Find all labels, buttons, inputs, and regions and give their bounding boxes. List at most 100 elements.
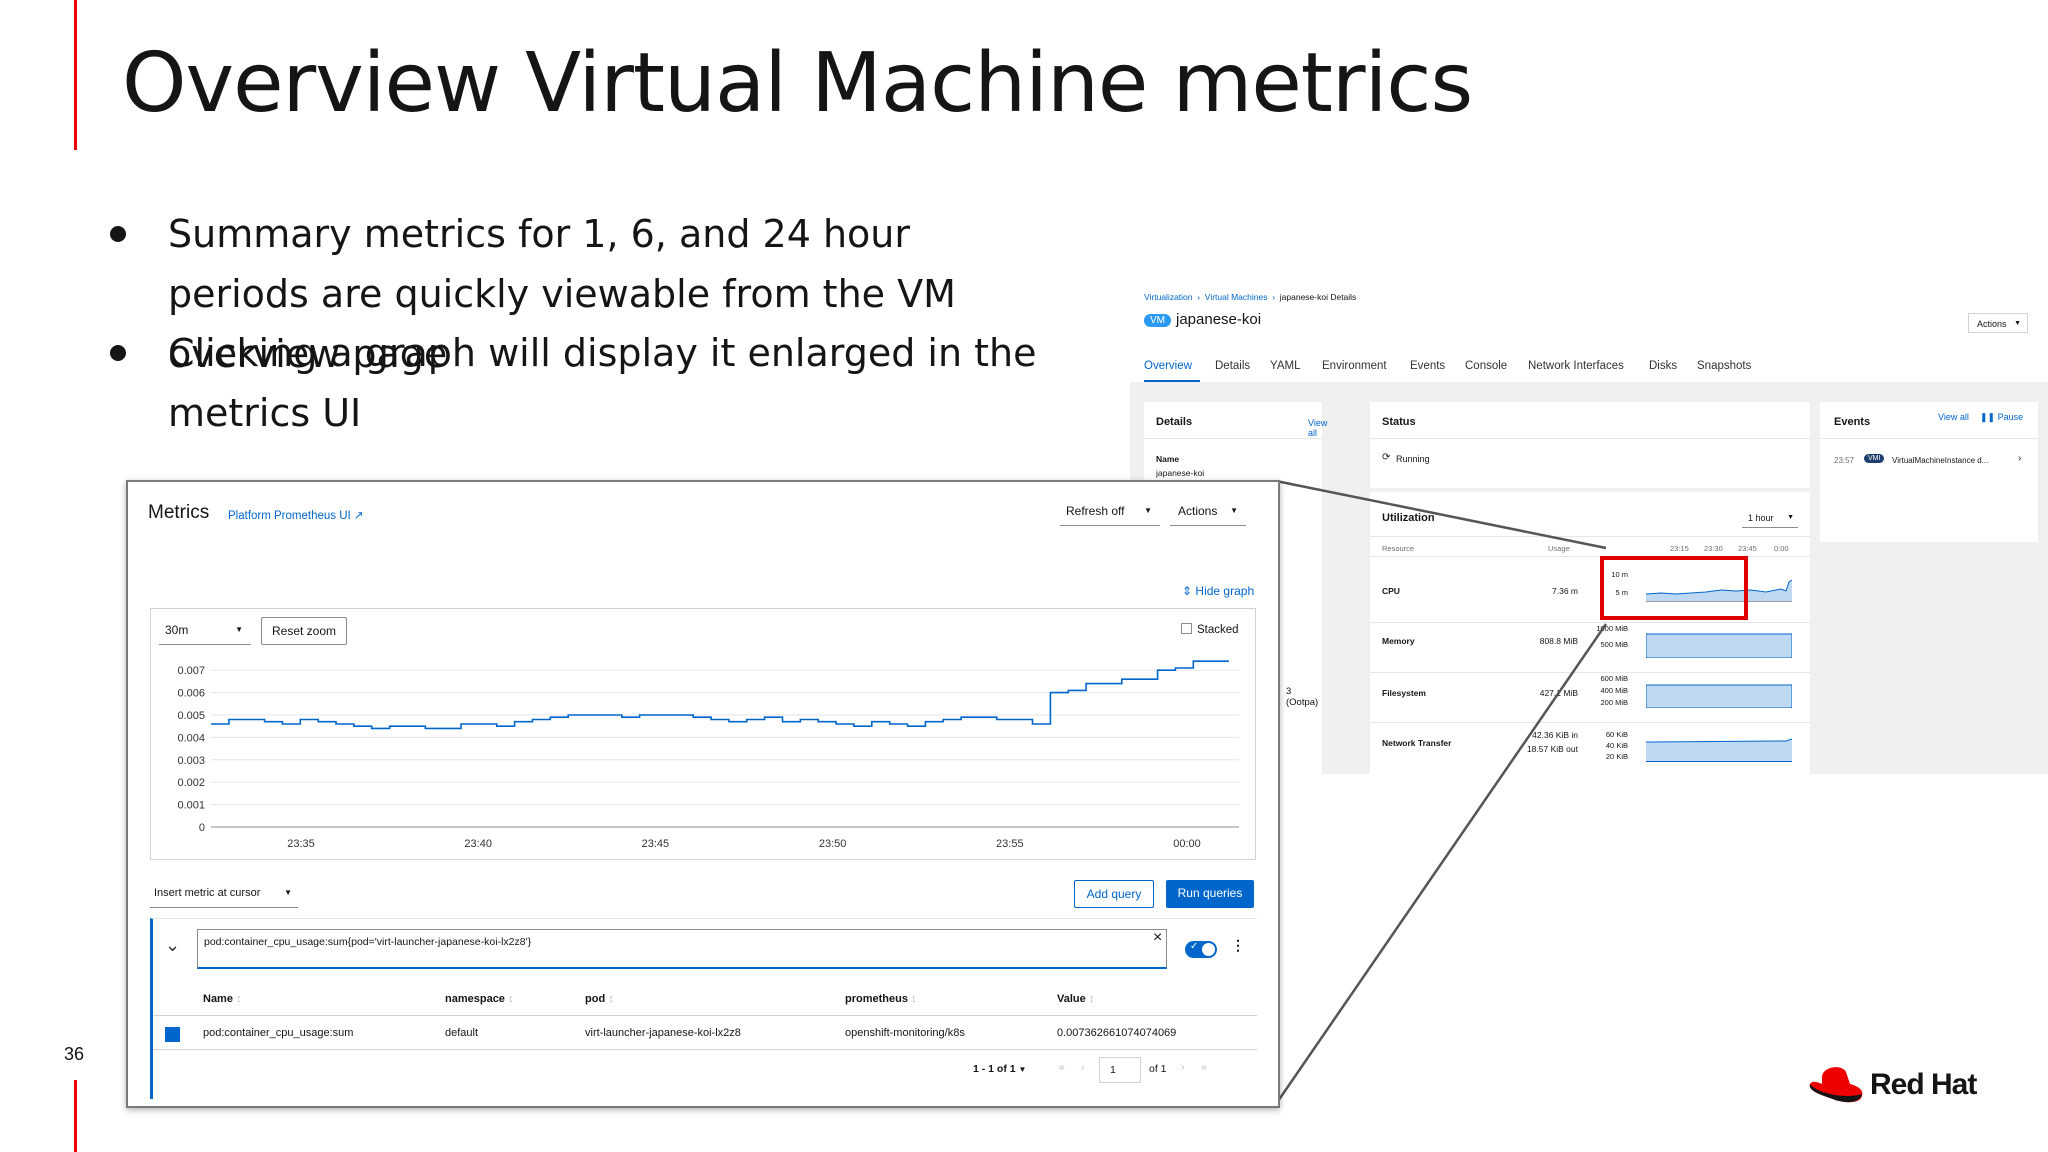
metrics-actions-label: Actions [1178, 504, 1218, 518]
network-mini-chart[interactable] [1646, 736, 1792, 762]
card-divider [1820, 438, 2038, 439]
x-tick-label: 23:55 [996, 838, 1024, 850]
insert-metric-dropdown[interactable]: Insert metric at cursor ▼ [150, 880, 298, 908]
chevron-right-icon[interactable]: › [2018, 453, 2022, 464]
bullet-2: Clicking a graph will display it enlarge… [168, 331, 1037, 435]
usage-network-in: 42.36 KiB in [1532, 730, 1578, 740]
events-pause-button[interactable]: ❚❚ Pause [1980, 412, 2023, 423]
col-value[interactable]: Value ↕ [1057, 993, 1094, 1005]
metrics-panel: Metrics Platform Prometheus UI ↗ Refresh… [126, 480, 1280, 1108]
usage-memory: 808.8 MiB [1539, 636, 1578, 646]
query-input[interactable]: pod:container_cpu_usage:sum{pod='virt-la… [197, 929, 1167, 969]
add-query-button[interactable]: Add query [1074, 880, 1154, 908]
metrics-actions-dropdown[interactable]: Actions ▼ [1170, 498, 1246, 526]
refresh-dropdown[interactable]: Refresh off ▼ [1060, 498, 1160, 526]
x-tick-label: 23:35 [287, 838, 315, 850]
col-pod-label: pod [585, 993, 606, 1005]
caret-down-icon: ▼ [1144, 506, 1152, 515]
name-label: Name [1156, 454, 1180, 464]
breadcrumb-current: japanese-koi Details [1279, 292, 1357, 302]
utilization-range-dropdown[interactable]: 1 hour ▼ [1742, 508, 1798, 528]
chevron-down-icon[interactable]: ⌄ [165, 935, 181, 955]
network-axis-label: 60 KiB [1605, 730, 1628, 739]
filesystem-axis-label: 600 MiB [1600, 674, 1628, 683]
time-range-dropdown[interactable]: 30m ▼ [159, 617, 251, 645]
console-actions-dropdown[interactable]: Actions ▼ [1968, 313, 2028, 333]
clear-icon[interactable]: × [1153, 929, 1163, 946]
prev-page-icon[interactable]: ‹ [1081, 1061, 1085, 1073]
event-text[interactable]: VirtualMachineInstance d... [1892, 456, 1989, 465]
series-color-swatch[interactable] [165, 1027, 180, 1042]
caret-down-icon: ▼ [1230, 506, 1238, 515]
caret-down-icon: ▼ [1787, 514, 1794, 521]
page-input[interactable]: 1 [1099, 1057, 1141, 1083]
console-actions-label: Actions [1977, 319, 2007, 329]
tab-environment[interactable]: Environment [1322, 360, 1387, 372]
card-divider [1370, 536, 1810, 537]
tab-disks[interactable]: Disks [1649, 360, 1678, 372]
y-tick-label: 0.001 [177, 800, 205, 812]
tab-events[interactable]: Events [1410, 360, 1446, 372]
breadcrumb-virtual-machines[interactable]: Virtual Machines [1204, 292, 1268, 302]
tab-console[interactable]: Console [1465, 360, 1508, 372]
col-pod[interactable]: pod ↕ [585, 993, 614, 1005]
hide-graph-label: Hide graph [1195, 584, 1255, 598]
pagination-range-dropdown[interactable]: 1 - 1 of 1 ▼ [973, 1063, 1026, 1075]
y-tick-label: 0 [199, 822, 205, 834]
memory-axis-label: 500 MiB [1600, 640, 1628, 649]
slide-number: 36 [64, 1044, 85, 1064]
tab-overview[interactable]: Overview [1144, 360, 1192, 372]
y-tick-label: 0.002 [177, 777, 205, 789]
logo-text: Red Hat [1870, 1068, 1977, 1101]
last-page-icon[interactable]: » [1201, 1061, 1207, 1073]
time-tick: 23:15 [1670, 544, 1689, 553]
cpu-usage-line-chart[interactable]: 0.007 0.006 0.005 0.004 0.003 0.002 0.001 0 23:3… [151, 609, 1255, 859]
first-page-icon[interactable]: « [1059, 1061, 1065, 1073]
series-line[interactable] [211, 660, 1229, 730]
query-text: pod:container_cpu_usage:sum{pod='virt-la… [204, 936, 532, 948]
tab-details[interactable]: Details [1215, 360, 1251, 372]
sort-icon: ↕ [608, 993, 614, 1005]
table-row: pod:container_cpu_usage:sum default virt… [153, 1015, 1257, 1050]
row-divider [1370, 672, 1810, 673]
breadcrumb-virtualization[interactable]: Virtualization [1144, 292, 1193, 302]
memory-mini-chart[interactable] [1646, 632, 1792, 658]
metrics-title: Metrics [148, 502, 210, 523]
filesystem-axis-label: 200 MiB [1600, 698, 1628, 707]
kebab-menu-icon[interactable]: ⋮ [1231, 937, 1245, 953]
prometheus-ui-link[interactable]: Platform Prometheus UI ↗ [228, 508, 364, 522]
external-link-icon: ↗ [353, 510, 364, 522]
events-view-all-link[interactable]: View all [1938, 412, 1969, 422]
y-tick-label: 0.005 [177, 710, 205, 722]
network-axis-label: 40 KiB [1605, 741, 1628, 750]
query-enable-toggle[interactable]: ✓ [1185, 941, 1217, 958]
network-axis-label: 20 KiB [1605, 752, 1628, 761]
pause-icon: ❚❚ [1980, 412, 1998, 422]
filesystem-mini-chart[interactable] [1646, 682, 1792, 708]
y-tick-label: 0.003 [177, 755, 205, 767]
run-queries-button[interactable]: Run queries [1166, 880, 1254, 908]
stacked-checkbox[interactable]: Stacked [1181, 623, 1239, 636]
cpu-mini-chart[interactable] [1646, 576, 1792, 602]
col-name[interactable]: Name ↕ [203, 993, 242, 1005]
event-badge: VMI [1864, 454, 1885, 463]
tab-network-interfaces[interactable]: Network Interfaces [1528, 360, 1624, 372]
sync-icon: ⟳ [1382, 452, 1391, 463]
utilization-card: Utilization 1 hour ▼ Resource Usage 23:15… [1370, 492, 1810, 774]
tab-yaml[interactable]: YAML [1270, 360, 1301, 372]
metrics-graph-area[interactable]: 30m ▼ Reset zoom Stacked 0.007 0.006 0.005 0… [150, 608, 1256, 860]
x-tick-label: 23:45 [642, 838, 670, 850]
tab-snapshots[interactable]: Snapshots [1697, 360, 1752, 372]
next-page-icon[interactable]: › [1181, 1061, 1185, 1073]
details-view-all-link[interactable]: View all [1308, 418, 1328, 438]
hide-graph-button[interactable]: ⇕ Hide graph [1182, 584, 1254, 598]
cell-value: 0.007362661074074069 [1057, 1027, 1177, 1039]
col-namespace[interactable]: namespace ↕ [445, 993, 514, 1005]
sort-icon: ↕ [508, 993, 514, 1005]
active-tab-indicator [1144, 380, 1200, 383]
row-divider [1370, 622, 1810, 623]
table-header-row: Name ↕ namespace ↕ pod ↕ prometheus ↕ Va… [153, 981, 1257, 1016]
col-prometheus[interactable]: prometheus ↕ [845, 993, 917, 1005]
reset-zoom-button[interactable]: Reset zoom [261, 617, 347, 645]
events-card-title: Events [1834, 416, 1871, 428]
